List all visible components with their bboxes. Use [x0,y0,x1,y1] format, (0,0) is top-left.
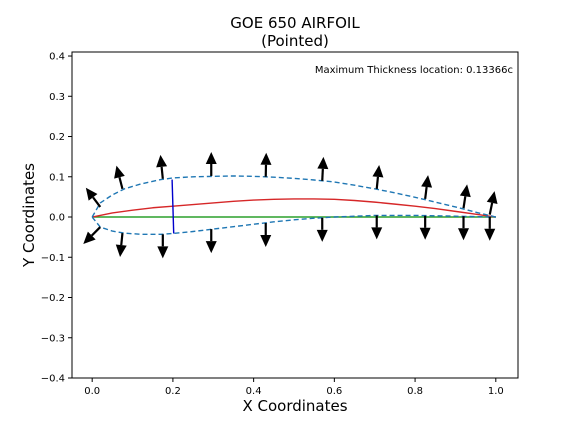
y-tick-label: −0.1 [41,253,65,264]
y-tick-label: 0.2 [49,132,65,143]
y-axis-label: Y Coordinates [20,163,38,268]
x-tick-label: 0.8 [407,386,423,397]
x-tick-label: 0.6 [326,386,342,397]
x-tick-label: 0.0 [84,386,100,397]
x-axis-label: X Coordinates [242,397,347,415]
y-tick-label: −0.4 [41,374,65,385]
plot-frame [72,52,518,378]
x-tick-label: 0.4 [246,386,262,397]
y-tick-label: −0.2 [41,293,65,304]
y-tick-label: 0.4 [49,52,65,63]
chart-title: GOE 650 AIRFOIL [230,14,360,32]
plot-area [72,52,518,378]
x-tick-label: 0.2 [165,386,181,397]
max-thickness-annotation: Maximum Thickness location: 0.13366c [315,65,513,76]
y-tick-label: 0.0 [49,213,65,224]
y-tick-label: 0.3 [49,92,65,103]
y-tick-label: 0.1 [49,172,65,183]
y-tick-label: −0.3 [41,333,65,344]
x-tick-label: 1.0 [488,386,504,397]
chart-subtitle: (Pointed) [261,32,329,50]
